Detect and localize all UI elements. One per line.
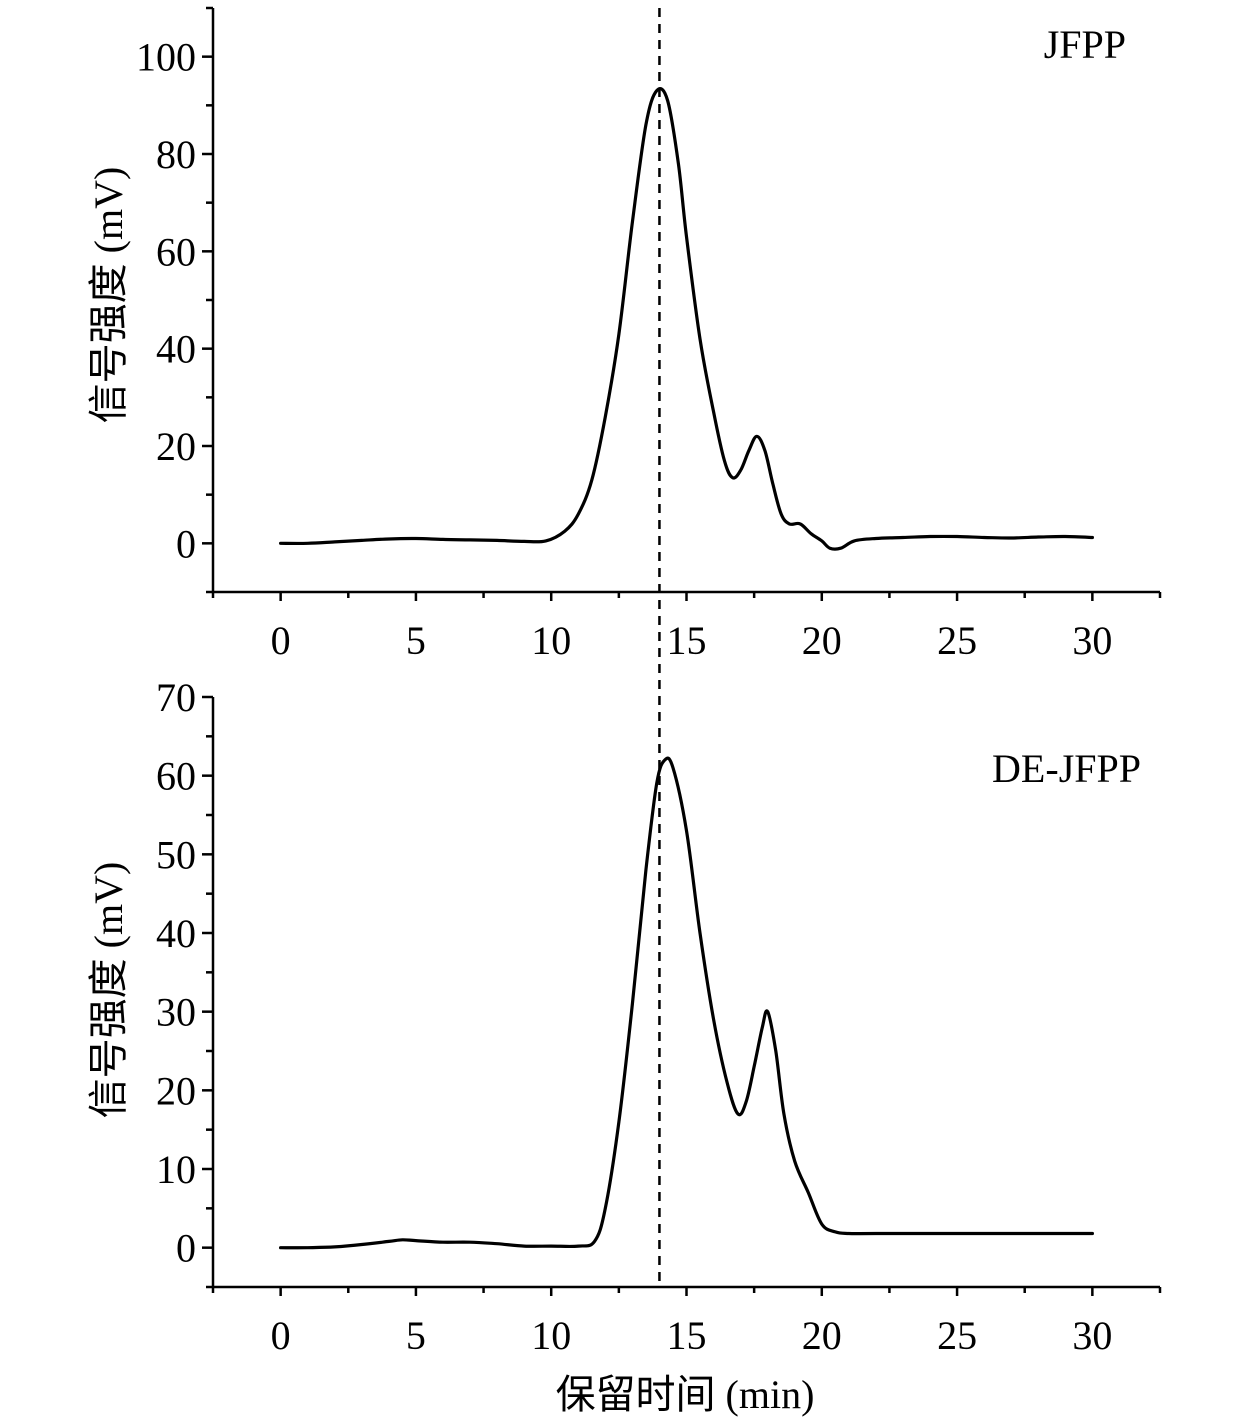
top-x-tick-label: 10 [531,618,571,663]
top-x-tick-label: 15 [667,618,707,663]
top-y-tick-label: 40 [156,327,196,372]
top-y-tick-label: 20 [156,424,196,469]
bottom-x-tick-label: 20 [802,1313,842,1358]
bottom-x-tick-label: 10 [531,1313,571,1358]
bottom-y-tick-label: 70 [156,675,196,720]
top-y-tick-label: 0 [176,521,196,566]
bottom-x-tick-label: 15 [667,1313,707,1358]
bottom-y-tick-label: 40 [156,911,196,956]
top-tick-group: 0 5 10 15 20 25 30 0 20 40 60 80 100 [136,6,1162,663]
bottom-x-tick-label: 30 [1072,1313,1112,1358]
top-chart-panel: 0 5 10 15 20 25 30 0 20 40 60 80 100 JFPP 信号强度 (mV) [86,6,1162,663]
top-series-curve [279,87,1094,551]
top-x-tick-label: 30 [1072,618,1112,663]
bottom-x-tick-label: 5 [406,1313,426,1358]
top-x-tick-label: 0 [271,618,291,663]
top-x-tick-label: 5 [406,618,426,663]
x-axis-title: 保留时间 (min) [556,1372,815,1417]
top-y-axis-title: 信号强度 (mV) [86,167,131,424]
bottom-y-tick-label: 0 [176,1226,196,1271]
bottom-y-axis-title: 信号强度 (mV) [86,862,131,1119]
bottom-series-curve [279,756,1094,1250]
bottom-y-tick-label: 20 [156,1068,196,1113]
bottom-y-tick-label: 60 [156,754,196,799]
top-x-tick-label: 20 [802,618,842,663]
top-y-tick-label: 80 [156,132,196,177]
bottom-y-tick-label: 10 [156,1147,196,1192]
bottom-chart-panel: 0 5 10 15 20 25 30 0 10 20 30 40 50 60 70 DE-JFPP 信号强度… [86,675,1162,1417]
bottom-tick-group: 0 5 10 15 20 25 30 0 10 20 30 40 50 60 70 [156,675,1162,1358]
bottom-x-tick-label: 0 [271,1313,291,1358]
top-y-tick-label: 100 [136,35,196,80]
top-x-tick-label: 25 [937,618,977,663]
top-y-tick-label: 60 [156,229,196,274]
bottom-y-tick-label: 50 [156,832,196,877]
bottom-y-tick-label: 30 [156,990,196,1035]
bottom-series-label: DE-JFPP [992,746,1141,791]
bottom-x-tick-label: 25 [937,1313,977,1358]
top-series-label: JFPP [1044,22,1126,67]
